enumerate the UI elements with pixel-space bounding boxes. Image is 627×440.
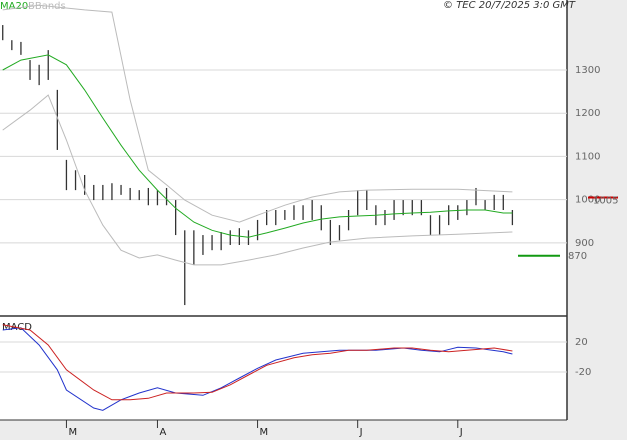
series-line — [2, 324, 513, 401]
legend-entry: MA20 — [0, 1, 28, 12]
legend-entry: BBands — [28, 1, 66, 12]
y-tick-label: 1100 — [575, 151, 600, 162]
series-line — [2, 94, 513, 266]
x-tick-label: J — [359, 427, 363, 438]
series-line — [2, 54, 513, 238]
x-tick-label: M — [260, 427, 269, 438]
series-line — [2, 327, 513, 411]
y-tick-label: 1200 — [575, 108, 600, 119]
y-tick-label: 20 — [575, 337, 588, 348]
series-line — [2, 4, 513, 223]
y-tick-label: 1000 — [575, 195, 600, 206]
level-label: 870 — [568, 251, 587, 262]
source: © TEC 20/7/2025 3:0 GMT — [443, 0, 576, 11]
y-tick-label: 900 — [575, 238, 594, 249]
x-tick-label: A — [159, 427, 166, 438]
y-tick-label: -20 — [575, 367, 591, 378]
x-tick-label: J — [459, 427, 463, 438]
x-tick-label: M — [68, 427, 77, 438]
y-tick-label: 1300 — [575, 65, 600, 76]
level-label: 1005 — [593, 195, 618, 206]
